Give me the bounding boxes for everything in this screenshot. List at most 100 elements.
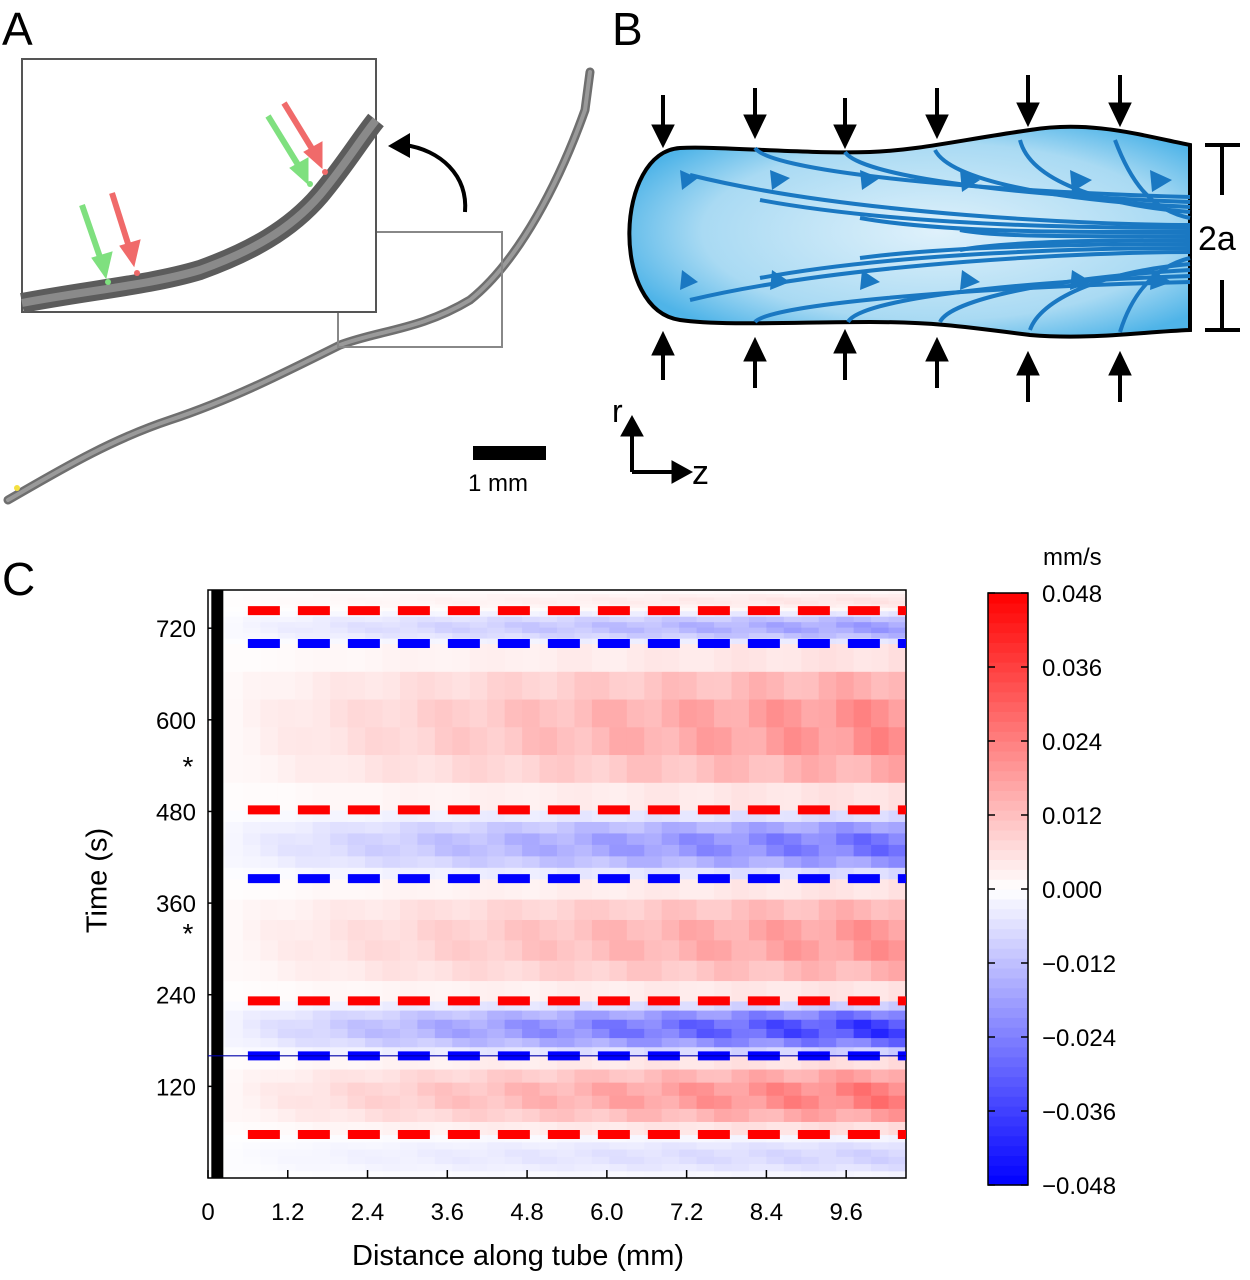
heatmap-cell bbox=[644, 698, 663, 728]
heatmap-cell bbox=[836, 610, 855, 617]
heatmap-cell bbox=[679, 671, 698, 700]
heatmap-cell bbox=[871, 1095, 890, 1109]
heatmap-cell bbox=[748, 1163, 767, 1172]
heatmap-cell bbox=[888, 1010, 907, 1020]
colorbar-tick-label: −0.048 bbox=[1042, 1173, 1116, 1200]
heatmap-cell bbox=[522, 1028, 541, 1039]
heatmap-cell bbox=[731, 899, 750, 920]
heatmap-cell bbox=[277, 1037, 296, 1048]
heatmap-cell bbox=[696, 832, 715, 845]
heatmap-cell bbox=[626, 1095, 645, 1109]
heatmap-cell bbox=[679, 1010, 698, 1020]
colorbar-tick-label: −0.036 bbox=[1042, 1099, 1116, 1126]
heatmap-cell bbox=[522, 1046, 541, 1057]
heatmap-cell bbox=[626, 832, 645, 845]
heatmap-cell bbox=[714, 1163, 733, 1172]
heatmap-cell bbox=[347, 603, 366, 608]
heatmap-cell bbox=[242, 832, 261, 845]
heatmap-cell bbox=[487, 1170, 506, 1179]
heatmap-cell bbox=[312, 643, 331, 672]
heatmap-cell bbox=[434, 1082, 453, 1096]
heatmap-cell bbox=[399, 821, 418, 834]
heatmap-cell bbox=[731, 960, 750, 982]
heatmap-cell bbox=[539, 671, 558, 700]
heatmap-cell bbox=[225, 832, 244, 845]
heatmap-cell bbox=[399, 1082, 418, 1096]
curved-arrow-icon bbox=[388, 133, 468, 213]
heatmap-cell bbox=[801, 671, 820, 700]
heatmap-cell bbox=[574, 1163, 593, 1172]
heatmap-cell bbox=[591, 596, 610, 601]
heatmap-cell bbox=[661, 844, 680, 857]
heatmap-cell bbox=[487, 1028, 506, 1039]
heatmap-cell bbox=[539, 616, 558, 623]
heatmap-cell bbox=[347, 593, 366, 598]
heatmap-cell bbox=[260, 980, 279, 1002]
heatmap-cell bbox=[557, 632, 576, 639]
heatmap-cell bbox=[382, 919, 401, 941]
heatmap-cell bbox=[574, 1000, 593, 1011]
heatmap-cell bbox=[295, 616, 314, 623]
heatmap-cell bbox=[679, 590, 698, 595]
heatmap-cell bbox=[626, 1163, 645, 1172]
heatmap-cell bbox=[644, 1156, 663, 1165]
heatmap-cell bbox=[487, 637, 506, 645]
heatmap-cell bbox=[696, 632, 715, 639]
heatmap-cell bbox=[312, 1141, 331, 1150]
heatmap-cell bbox=[469, 821, 488, 834]
heatmap-cell bbox=[225, 1134, 244, 1143]
heatmap-cell bbox=[557, 878, 576, 900]
heatmap-cell bbox=[783, 754, 802, 783]
heatmap-cell bbox=[434, 610, 453, 617]
heatmap-cell bbox=[853, 698, 872, 728]
heatmap-cell bbox=[312, 600, 331, 605]
heatmap-cell bbox=[818, 621, 837, 628]
heatmap-cell bbox=[748, 1000, 767, 1011]
heatmap-cell bbox=[225, 809, 244, 822]
heatmap-cell bbox=[382, 1010, 401, 1020]
heatmap-cell bbox=[853, 632, 872, 639]
heatmap-cell bbox=[557, 726, 576, 756]
heatmap-cell bbox=[818, 1163, 837, 1172]
heatmap-cell bbox=[330, 878, 349, 900]
heatmap-cell bbox=[242, 844, 261, 857]
heatmap-cell bbox=[365, 590, 384, 595]
heatmap-cell bbox=[609, 726, 628, 756]
heatmap-cell bbox=[557, 596, 576, 601]
heatmap-cell bbox=[714, 1095, 733, 1109]
heatmap-cell bbox=[818, 919, 837, 941]
heatmap-cell bbox=[522, 643, 541, 672]
heatmap-cell bbox=[522, 593, 541, 598]
heatmap-cell bbox=[888, 980, 907, 1002]
colorbar-segment bbox=[988, 819, 1028, 831]
heatmap-cell bbox=[417, 627, 436, 634]
heatmap-cell bbox=[539, 1148, 558, 1157]
heatmap-cell bbox=[644, 980, 663, 1002]
heatmap-cell bbox=[434, 616, 453, 623]
heatmap-cell bbox=[836, 782, 855, 811]
heatmap-cell bbox=[277, 643, 296, 672]
heatmap-cell bbox=[504, 616, 523, 623]
colorbar-segment bbox=[988, 1027, 1028, 1038]
heatmap-cell bbox=[382, 603, 401, 608]
heatmap-cell bbox=[365, 855, 384, 868]
heatmap-cell bbox=[417, 621, 436, 628]
heatmap-cell bbox=[277, 821, 296, 834]
heatmap-cell bbox=[242, 1082, 261, 1096]
heatmap-cell bbox=[836, 643, 855, 672]
heatmap-cell bbox=[626, 698, 645, 728]
heatmap-cell bbox=[365, 616, 384, 623]
heatmap-cell bbox=[242, 1037, 261, 1048]
colorbar-segment bbox=[988, 908, 1028, 920]
heatmap-cell bbox=[487, 632, 506, 639]
heatmap-cell bbox=[836, 960, 855, 982]
heatmap-cell bbox=[434, 1000, 453, 1011]
heatmap-cell bbox=[626, 616, 645, 623]
heatmap-cell bbox=[853, 1108, 872, 1122]
heatmap-cell bbox=[225, 698, 244, 728]
heatmap-cell bbox=[225, 754, 244, 783]
heatmap-cell bbox=[574, 1170, 593, 1179]
heatmap-cell bbox=[365, 832, 384, 845]
heatmap-cell bbox=[731, 855, 750, 868]
heatmap-cell bbox=[277, 939, 296, 961]
